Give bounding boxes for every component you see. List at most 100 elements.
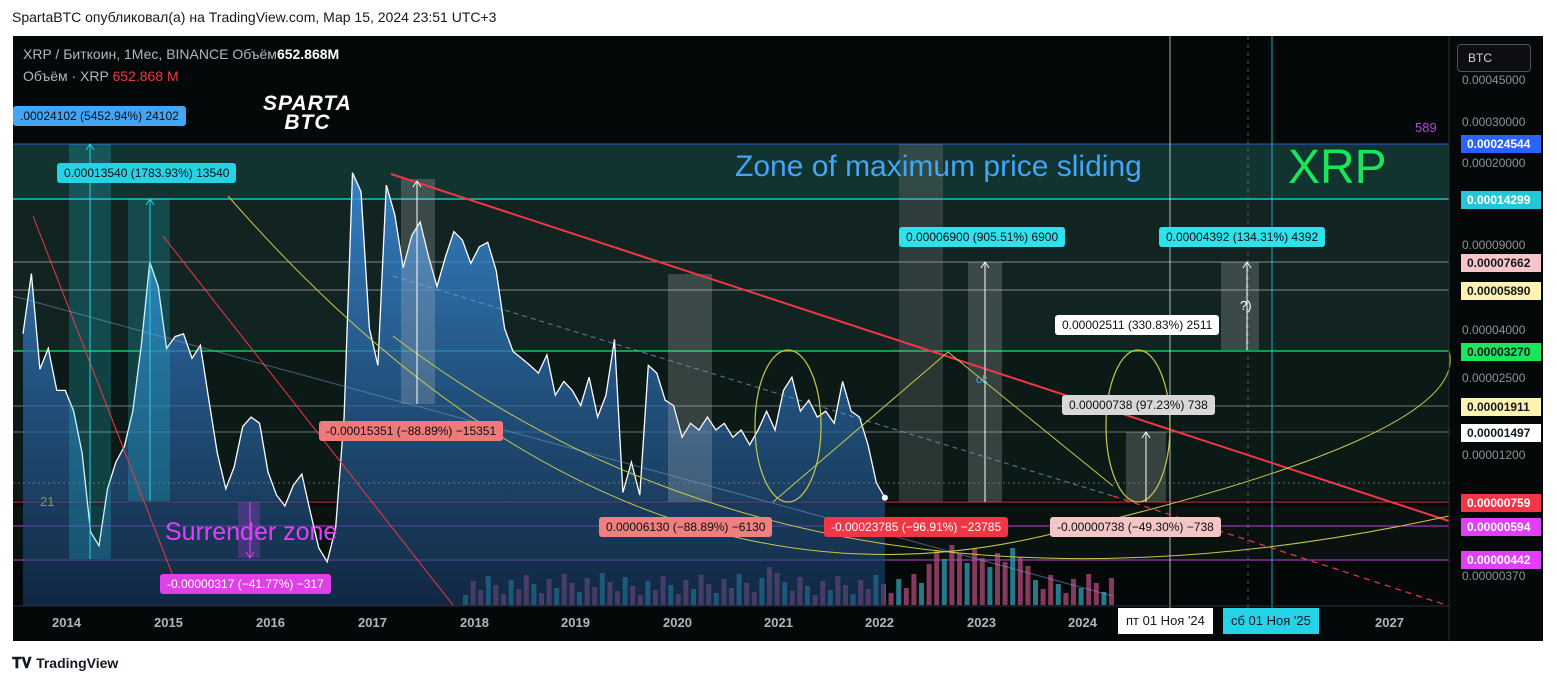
year-tick: 2020	[663, 615, 692, 630]
volume-bar	[979, 558, 985, 605]
price-tag: 0.00000594	[1461, 518, 1541, 536]
volume-bar	[1025, 566, 1031, 605]
year-tick: 2019	[561, 615, 590, 630]
measure-label[interactable]: -0.00000317 (−41.77%) −317	[160, 574, 331, 594]
volume-bar	[1033, 580, 1038, 605]
arc-curve	[392, 335, 1450, 560]
volume-bar	[972, 549, 978, 605]
measure-label[interactable]: -0.00015351 (−88.89%) −15351	[319, 421, 504, 441]
tradingview-footer: 𝐓𝐕 TradingView	[12, 655, 118, 673]
volume-bar	[1078, 588, 1084, 605]
measure-label[interactable]: 0.00004392 (134.31%) 4392	[1159, 227, 1326, 247]
measure-box	[1221, 262, 1259, 350]
volume-bar	[896, 579, 902, 605]
volume-bar	[1071, 579, 1076, 605]
price-tag: 0.00001497	[1461, 424, 1541, 442]
year-tick: 2024	[1068, 615, 1097, 630]
volume-bar	[934, 550, 940, 605]
volume-bar	[957, 554, 962, 605]
price-tick: 0.00020000	[1462, 156, 1526, 170]
volume-bar	[949, 545, 955, 605]
measure-label[interactable]: 0.00002511 (330.83%) 2511	[1055, 315, 1220, 335]
year-tick: 2014	[52, 615, 81, 630]
year-tick: 2016	[256, 615, 285, 630]
resistance-projection	[1112, 495, 1450, 607]
question-mark: ?)	[1240, 298, 1252, 313]
highlight-ellipse	[754, 349, 822, 503]
symbol-line: XRP / Биткоин, 1Мес, BINANCE	[23, 46, 229, 62]
volume-bar	[1055, 584, 1061, 605]
year-tick: 2015	[154, 615, 183, 630]
volume-bar	[1048, 575, 1054, 605]
zone-max-band	[13, 144, 1449, 200]
measure-label[interactable]: -0.00023785 (−96.91%) −23785	[824, 517, 1009, 537]
measure-box	[128, 199, 170, 501]
measure-label[interactable]: 0.00013540 (1783.93%) 13540	[57, 163, 237, 183]
year-tick: 2022	[865, 615, 894, 630]
coin-title: XRP	[1288, 141, 1387, 194]
measure-arrowhead	[980, 261, 990, 269]
arc-curve	[227, 195, 1451, 556]
publisher-line: SpartaBTC опубликовал(а) на TradingView.…	[12, 9, 497, 25]
volume-bar	[903, 588, 909, 605]
year-tick: 2027	[1375, 615, 1404, 630]
measure-label[interactable]: -0.00000738 (−49.30%) −738	[1050, 517, 1221, 537]
volume-bar	[1063, 593, 1069, 605]
price-tick: 0.00000370	[1462, 569, 1526, 583]
year-tick: 2023	[967, 615, 996, 630]
measure-arrowhead	[245, 551, 255, 559]
volume-bar	[1109, 578, 1114, 605]
price-tag: 0.00001911	[1461, 398, 1541, 416]
count-21: 21	[40, 494, 55, 509]
surrender-zone-label: Surrender zone	[165, 518, 338, 546]
price-tick: 0.00001200	[1462, 448, 1526, 462]
volume-line-value: 652.868 M	[112, 68, 179, 84]
currency-button[interactable]: BTC	[1457, 44, 1531, 72]
volume-label: Объём	[232, 46, 277, 62]
measure-arrowhead	[412, 180, 422, 188]
price-tag: 0.00000442	[1461, 551, 1541, 569]
volume-legend: Объём · XRP 652.868 M	[23, 68, 179, 84]
zone-title: Zone of maximum price sliding	[735, 150, 1142, 183]
price-tag: 0.00007662	[1461, 254, 1541, 272]
volume-bar	[919, 583, 924, 605]
price-tag: 0.00014299	[1461, 191, 1541, 209]
measure-box	[899, 144, 943, 502]
price-tick: 0.00030000	[1462, 115, 1526, 129]
tradingview-brand: TradingView	[36, 655, 119, 671]
trend-line	[13, 295, 1114, 597]
volume-bar	[995, 553, 1000, 605]
count-589: 589	[1415, 120, 1437, 135]
measure-label[interactable]: 0.00006130 (−88.89%) −6130	[599, 517, 773, 537]
tradingview-logo-icon: 𝐓𝐕	[12, 655, 32, 672]
price-tag: 0.00024544	[1461, 135, 1541, 153]
price-line	[22, 172, 886, 564]
measure-arrowhead	[85, 143, 95, 151]
chart-panel[interactable]: XRP / Биткоин, 1Мес, BINANCE Объём652.86…	[13, 36, 1543, 641]
logo-line-2: BTC	[284, 111, 331, 134]
price-tag: 0.00000759	[1461, 494, 1541, 512]
measure-arrowhead	[145, 198, 155, 206]
volume-bar	[1002, 562, 1008, 605]
measure-label[interactable]: 0.00006900 (905.51%) 6900	[899, 227, 1066, 247]
volume-line-label: Объём · XRP	[23, 68, 109, 84]
volume-bar	[888, 593, 894, 605]
price-area	[23, 172, 885, 607]
volume-bar	[1010, 548, 1016, 605]
volume-bar	[987, 567, 993, 605]
measure-label[interactable]: .00024102 (5452.94%) 24102	[13, 106, 186, 126]
trend-line	[32, 215, 174, 577]
chart-canvas	[13, 36, 1451, 641]
ok-mark: ok	[976, 374, 988, 386]
volume-bar	[1101, 592, 1107, 605]
volume-bar	[1040, 589, 1046, 605]
measure-label[interactable]: 0.00000738 (97.23%) 738	[1062, 395, 1215, 415]
wedge-line	[772, 351, 1114, 503]
price-tick: 0.00045000	[1462, 73, 1526, 87]
volume-value: 652.868	[276, 46, 328, 62]
price-tag: 0.00003270	[1461, 343, 1541, 361]
sparta-logo: SPARTA BTC	[263, 93, 352, 134]
measure-arrowhead	[1141, 431, 1151, 439]
trend-line	[162, 235, 454, 606]
last-price-dot	[881, 494, 888, 501]
